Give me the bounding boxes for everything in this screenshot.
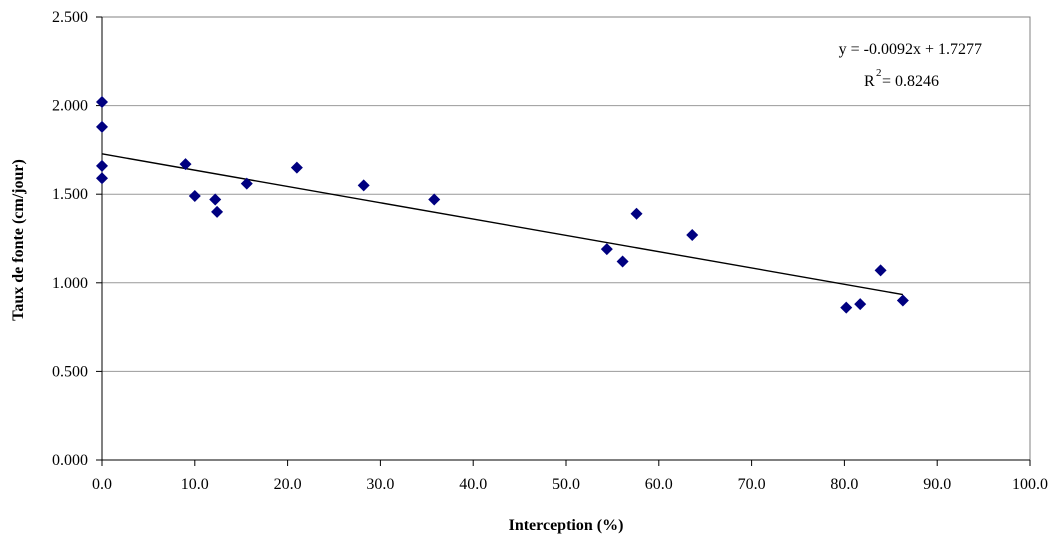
trendline bbox=[101, 153, 903, 296]
y-tick-label: 0.500 bbox=[52, 363, 88, 380]
data-point bbox=[209, 193, 222, 206]
data-point bbox=[854, 298, 867, 311]
x-axis-ticks: 0.0 10.0 20.0 30.0 40.0 50.0 60.0 70.0 80.0 90.0 1… bbox=[92, 460, 1048, 493]
x-tick-label: 40.0 bbox=[459, 476, 487, 493]
r-squared-value: = 0.8246 bbox=[882, 73, 939, 90]
data-point bbox=[896, 294, 909, 307]
r-squared-label: R bbox=[864, 73, 875, 90]
data-point bbox=[874, 264, 887, 277]
data-point bbox=[686, 228, 699, 241]
x-tick-label: 70.0 bbox=[738, 476, 766, 493]
data-point bbox=[840, 301, 853, 314]
trendline-equation-text: y = -0.0092x + 1.7277 bbox=[839, 41, 982, 58]
x-tick-label: 90.0 bbox=[923, 476, 951, 493]
data-point bbox=[96, 172, 108, 185]
y-tick-label: 1.000 bbox=[52, 275, 88, 292]
data-point bbox=[179, 158, 192, 171]
r-squared-prefix: R bbox=[864, 73, 875, 90]
data-point bbox=[630, 207, 643, 220]
data-point bbox=[96, 159, 108, 172]
x-tick-label: 100.0 bbox=[1012, 476, 1048, 493]
x-tick-label: 60.0 bbox=[645, 476, 673, 493]
data-point bbox=[240, 177, 253, 190]
y-axis-title: Taux de fonte (cm/jour) bbox=[10, 159, 27, 321]
data-point bbox=[357, 179, 370, 192]
x-tick-label: 80.0 bbox=[830, 476, 858, 493]
x-tick-label: 0.0 bbox=[92, 476, 112, 493]
data-points bbox=[96, 96, 909, 314]
r-squared-superscript: 2 bbox=[876, 67, 882, 79]
trendline-group bbox=[101, 153, 903, 296]
trendline-equation: y = -0.0092x + 1.7277 R 2 = 0.8246 bbox=[839, 41, 982, 90]
data-point bbox=[600, 243, 613, 256]
x-axis-title: Interception (%) bbox=[509, 517, 624, 534]
data-point bbox=[616, 255, 629, 268]
x-tick-label: 20.0 bbox=[274, 476, 302, 493]
y-tick-label: 2.000 bbox=[52, 98, 88, 115]
x-tick-label: 10.0 bbox=[181, 476, 209, 493]
y-tick-label: 1.500 bbox=[52, 186, 88, 203]
data-point bbox=[96, 120, 108, 133]
y-tick-label: 0.000 bbox=[52, 452, 88, 469]
data-point bbox=[211, 205, 224, 218]
x-tick-label: 30.0 bbox=[366, 476, 394, 493]
data-point bbox=[290, 161, 303, 174]
data-point bbox=[428, 193, 441, 206]
data-point bbox=[188, 189, 201, 202]
data-point bbox=[96, 96, 108, 109]
gridlines bbox=[102, 105, 1030, 372]
y-tick-label: 2.500 bbox=[52, 9, 88, 26]
y-axis-ticks: 0.000 0.500 1.000 1.500 2.000 2.500 bbox=[52, 9, 102, 469]
x-tick-label: 50.0 bbox=[552, 476, 580, 493]
